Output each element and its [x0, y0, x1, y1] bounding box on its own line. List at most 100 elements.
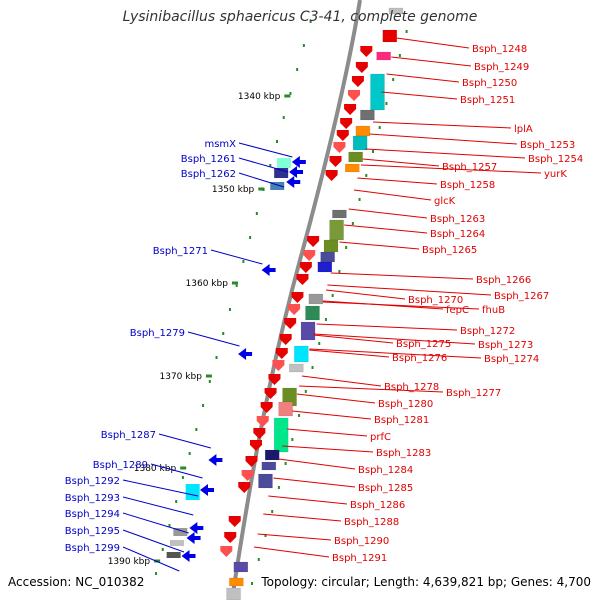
gene-block-forward — [264, 449, 280, 461]
gene-label-forward: Bsph_1283 — [376, 448, 431, 459]
gene-leader-forward — [278, 458, 356, 470]
gene-arrow-forward — [250, 440, 262, 451]
gene-label-reverse: msmX — [204, 139, 236, 150]
gene-block-forward — [305, 305, 320, 321]
gene-leader-reverse — [122, 529, 185, 553]
gene-block-forward — [352, 135, 368, 151]
scale-dot — [311, 366, 314, 369]
gene-block-forward — [294, 345, 309, 363]
gene-label-forward: Bsph_1258 — [440, 180, 495, 191]
gene-arrow-forward — [228, 516, 241, 527]
scale-dot — [161, 548, 164, 551]
genome-summary-text: Topology: circular; Length: 4,639,821 bp… — [261, 575, 591, 589]
gene-label-reverse: Bsph_1289 — [93, 460, 148, 471]
gene-arrow-forward — [360, 46, 373, 57]
scale-dot — [251, 582, 254, 585]
gene-leader-reverse — [122, 512, 189, 534]
scale-dot — [175, 500, 178, 503]
scale-dot — [282, 116, 285, 119]
gene-arrow-forward — [284, 318, 297, 329]
gene-block-forward — [300, 321, 316, 341]
gene-leader-forward — [344, 224, 428, 234]
gene-label-forward: Bsph_1266 — [476, 275, 531, 286]
gene-arrow-forward — [355, 62, 368, 73]
gene-label-reverse: Bsph_1295 — [65, 526, 120, 537]
scale-dot — [277, 486, 280, 489]
gene-leader-forward — [362, 158, 440, 167]
gene-label-forward: Bsph_1277 — [446, 388, 501, 399]
scale-dot — [202, 404, 205, 407]
scale-dot — [338, 270, 341, 273]
gene-label-forward: Bsph_1251 — [460, 95, 515, 106]
gene-leader-reverse — [238, 142, 293, 158]
gene-leader-forward — [253, 546, 330, 558]
gene-leader-forward — [353, 189, 432, 201]
gene-label-forward: Bsph_1249 — [474, 62, 529, 73]
scale-dot — [269, 164, 272, 167]
gene-leader-forward — [268, 495, 348, 505]
gene-block-forward — [261, 461, 277, 471]
scale-dot — [235, 284, 238, 287]
gene-label-reverse: Bsph_1271 — [153, 246, 208, 257]
gene-label-forward: Bsph_1281 — [374, 415, 429, 426]
gene-block-forward — [376, 51, 391, 61]
gene-leader-forward — [365, 148, 526, 159]
gene-label-forward: Bsph_1254 — [528, 154, 583, 165]
scale-dot — [271, 510, 274, 513]
gene-leader-forward — [330, 272, 474, 280]
scale-dot — [249, 236, 252, 239]
gene-label-forward: Bsph_1265 — [422, 245, 477, 256]
gene-label-forward: fhuB — [482, 305, 505, 316]
gene-arrow-forward — [272, 360, 285, 371]
scale-dot — [188, 452, 191, 455]
gene-leader-reverse — [210, 249, 263, 265]
gene-block-reverse — [270, 182, 285, 190]
gene-arrow-reverse — [289, 166, 304, 178]
scale-dot — [331, 294, 334, 297]
gene-label-reverse: Bsph_1299 — [65, 543, 120, 554]
gene-arrow-forward — [291, 292, 304, 303]
gene-label-reverse: Bsph_1293 — [65, 493, 120, 504]
gene-block-forward — [323, 239, 339, 253]
scale-dot — [318, 342, 321, 345]
gene-arrow-reverse — [291, 156, 306, 168]
gene-leader-forward — [391, 56, 472, 67]
gene-arrow-forward — [303, 250, 316, 261]
scale-dot — [215, 356, 218, 359]
scale-dot — [255, 212, 258, 215]
gene-label-forward: prfC — [370, 432, 391, 443]
genome-backbone — [230, 0, 362, 601]
scale-dot — [264, 534, 267, 537]
scale-dot — [257, 558, 260, 561]
kbp-tick-label: 1350 kbp — [212, 185, 255, 195]
gene-arrow-forward — [299, 262, 312, 273]
gene-leader-forward — [292, 410, 372, 420]
scale-dot — [242, 260, 245, 263]
gene-arrow-forward — [238, 482, 251, 493]
kbp-tick-mark — [205, 374, 212, 378]
gene-block-forward — [308, 293, 324, 305]
gene-leader-forward — [373, 121, 512, 129]
gene-block-forward — [317, 261, 333, 273]
scale-dot — [372, 150, 374, 153]
gene-arrow-forward — [224, 532, 237, 543]
gene-block-reverse — [276, 158, 291, 168]
gene-leader-forward — [327, 284, 492, 296]
gene-leader-forward — [322, 301, 480, 310]
gene-label-forward: Bsph_1285 — [358, 483, 413, 494]
gene-label-forward: Bsph_1273 — [478, 340, 533, 351]
scale-dot — [358, 198, 361, 201]
gene-leader-reverse — [158, 433, 212, 449]
gene-leader-reverse — [238, 172, 285, 188]
gene-arrow-forward — [220, 546, 233, 557]
gene-block-forward — [320, 251, 335, 263]
gene-label-forward: Bsph_1264 — [430, 229, 485, 240]
scale-dot — [208, 380, 211, 383]
gene-leader-forward — [348, 208, 428, 219]
scale-dot — [155, 572, 158, 575]
gene-label-forward: Bsph_1276 — [392, 353, 447, 364]
gene-leader-forward — [309, 348, 482, 359]
gene-label-forward: Bsph_1248 — [472, 44, 527, 55]
gene-arrow-forward — [268, 374, 281, 385]
gene-label-forward: Bsph_1278 — [384, 382, 439, 393]
